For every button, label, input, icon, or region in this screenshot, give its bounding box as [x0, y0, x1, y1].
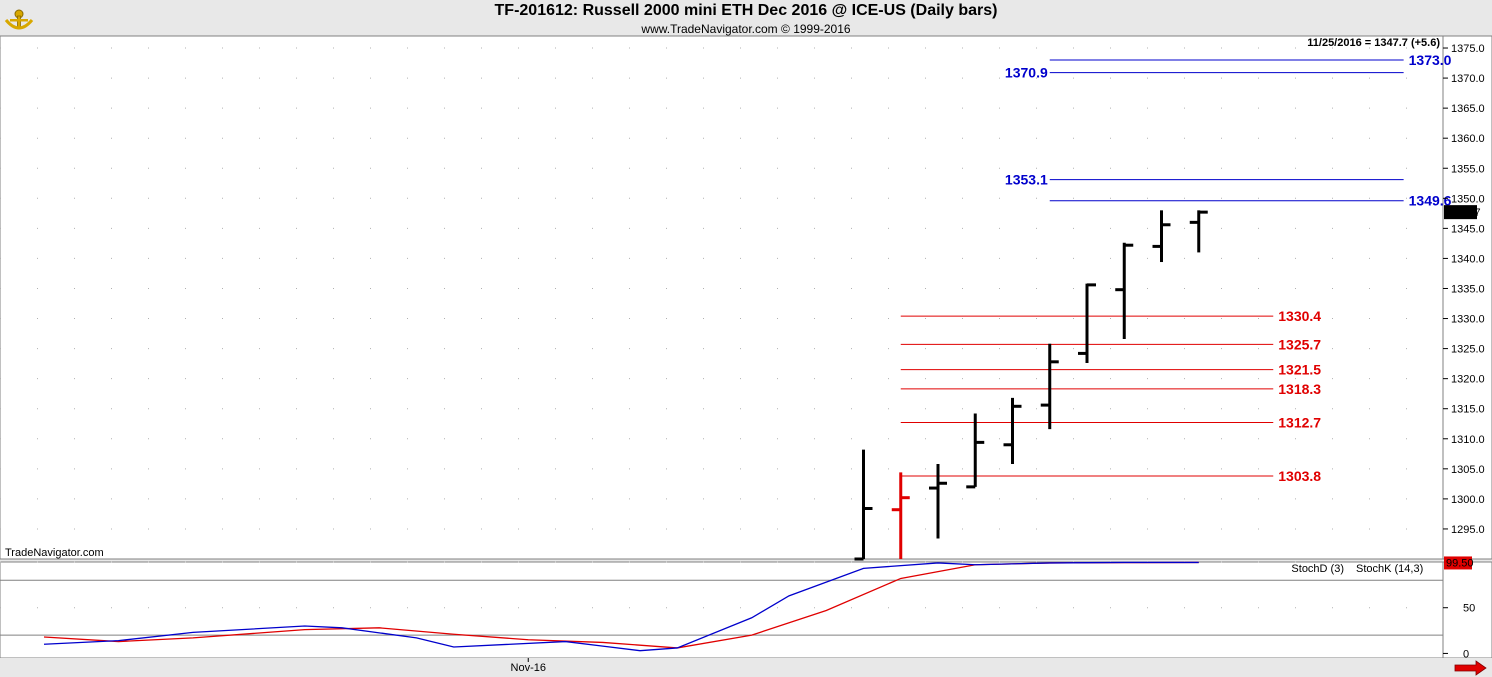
y-tick-label: 0	[1463, 648, 1469, 660]
level-label: 1373.0	[1409, 52, 1452, 68]
y-tick-label: 50	[1463, 603, 1475, 615]
stochastic-axis: 0 50 99.50	[1443, 556, 1475, 660]
stochastic-lines	[43, 561, 1199, 652]
level-label: 1325.7	[1278, 336, 1321, 352]
legend-stochk: StochK (14,3)	[1356, 563, 1423, 575]
y-tick-label: 1335.0	[1451, 283, 1485, 295]
level-label: 1321.5	[1278, 362, 1321, 378]
last-quote-label: 11/25/2016 = 1347.7 (+5.6)	[1307, 37, 1440, 49]
level-label: 1318.3	[1278, 381, 1321, 397]
level-label: 1353.1	[1005, 172, 1048, 188]
y-tick-label: 1330.0	[1451, 314, 1485, 326]
level-label: 1312.7	[1278, 415, 1321, 431]
stochastic-badge-text: 99.50	[1446, 557, 1474, 569]
y-tick-label: 1295.0	[1451, 524, 1485, 536]
scroll-right-arrow-icon	[1454, 660, 1487, 676]
level-label: 1349.6	[1409, 193, 1452, 209]
price-axis: 1295.0 1300.0 1305.0 1310.0 1315.0 1320.0 1325…	[1443, 43, 1485, 536]
y-tick-label: 1325.0	[1451, 344, 1485, 356]
price-bars	[854, 210, 1208, 561]
y-tick-label: 1315.0	[1451, 404, 1485, 416]
y-tick-label: 1320.0	[1451, 374, 1485, 386]
last-price-badge	[1444, 205, 1477, 220]
y-tick-label: 1370.0	[1451, 73, 1485, 85]
price-plot-area	[0, 35, 1444, 560]
y-tick-label: 1365.0	[1451, 103, 1485, 115]
time-axis-strip	[0, 658, 1492, 677]
watermark: TradeNavigator.com	[5, 547, 104, 559]
level-label: 1330.4	[1278, 308, 1321, 324]
price-panel: TradeNavigator.com 11/25/2016 = 1347.7 (+…	[0, 35, 1492, 560]
y-tick-label: 1340.0	[1451, 253, 1485, 265]
level-label: 1370.9	[1005, 65, 1048, 81]
tradenavigator-logo-icon	[2, 2, 36, 39]
price-levels: 1373.0 1370.9 1353.1 1349.6 1330.4 1325.7 1321…	[900, 52, 1452, 484]
y-tick-label: 1355.0	[1451, 163, 1485, 175]
last-price-badge-text: 1347.7	[1447, 207, 1481, 219]
stochastic-scale-area	[1442, 561, 1492, 659]
y-tick-label: 1310.0	[1451, 434, 1485, 446]
x-tick-label: Nov-16	[511, 662, 546, 674]
price-scale-area	[1442, 35, 1492, 560]
y-tick-label: 1350.0	[1451, 193, 1485, 205]
stochastic-badge	[1444, 556, 1472, 570]
y-tick-label: 1305.0	[1451, 464, 1485, 476]
time-axis: Nov-16Dec-16	[0, 658, 1492, 677]
stochastic-panel: StochD (3) StochK (14,3)	[0, 561, 1492, 659]
legend-stochd: StochD (3)	[1291, 563, 1344, 575]
y-tick-label: 1375.0	[1451, 43, 1485, 55]
stochk-line	[43, 561, 1199, 652]
y-tick-label: 1360.0	[1451, 133, 1485, 145]
y-tick-label: 1300.0	[1451, 494, 1485, 506]
chart-subtitle: www.TradeNavigator.com © 1999-2016	[641, 22, 851, 36]
y-tick-label: 1345.0	[1451, 223, 1485, 235]
level-label: 1303.8	[1278, 468, 1321, 484]
chart-title: TF-201612: Russell 2000 mini ETH Dec 201…	[494, 2, 998, 19]
stochastic-plot-area	[0, 561, 1444, 659]
